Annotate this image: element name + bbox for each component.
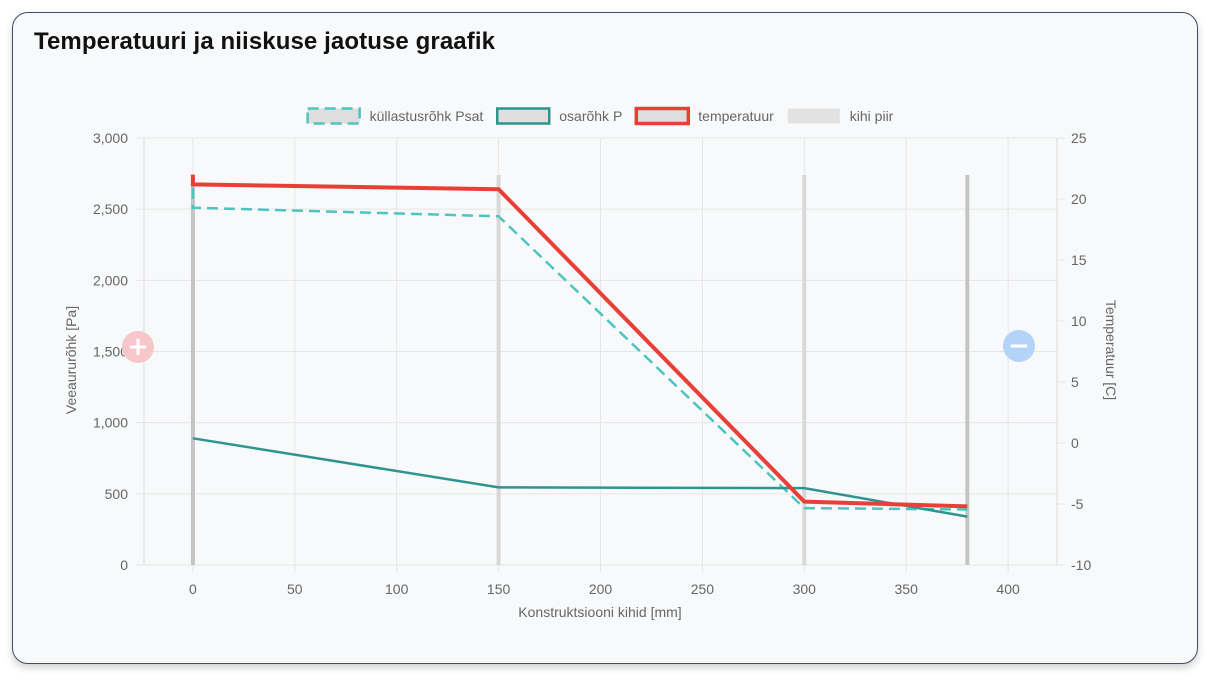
y2-tick-label: 5 — [1071, 374, 1079, 390]
y-axis-label-right: Temperatuur [C] — [1103, 300, 1119, 400]
y-axis-label-left: Veeaururõhk [Pa] — [63, 306, 79, 414]
legend-item[interactable]: kihi piir — [787, 108, 894, 124]
legend-swatch — [787, 108, 840, 124]
legend-swatch — [306, 107, 361, 125]
page-title: Temperatuuri ja niiskuse jaotuse graafik — [34, 28, 496, 55]
legend-item[interactable]: küllastusrõhk Psat — [306, 107, 484, 125]
plus-icon: + — [127, 332, 149, 362]
legend-swatch — [634, 106, 691, 126]
y-tick-label: 3,000 — [93, 130, 128, 146]
x-tick-label: 50 — [287, 581, 303, 597]
x-tick-label: 350 — [895, 581, 919, 597]
minus-icon: − — [1008, 331, 1030, 361]
legend-item[interactable]: temperatuur — [634, 106, 774, 126]
y2-tick-label: 15 — [1071, 252, 1087, 268]
zoom-in-button[interactable]: + — [122, 331, 154, 363]
x-tick-label: 300 — [793, 581, 817, 597]
chart-card — [12, 12, 1198, 664]
y2-tick-label: 25 — [1071, 130, 1087, 146]
y-tick-label: 1,500 — [93, 344, 128, 360]
x-tick-label: 150 — [487, 581, 511, 597]
y2-tick-label: 10 — [1071, 313, 1087, 329]
legend-item[interactable]: osarõhk P — [496, 107, 622, 125]
y-tick-label: 2,000 — [93, 272, 128, 288]
y2-tick-label: -10 — [1071, 557, 1091, 573]
series-line — [191, 187, 968, 511]
x-tick-label: 200 — [589, 581, 613, 597]
y-tick-label: 2,500 — [93, 201, 128, 217]
axes: 05001,0001,5002,0002,5003,000-10-5051015… — [93, 130, 1091, 597]
x-tick-label: 100 — [385, 581, 409, 597]
legend-swatch — [496, 107, 551, 125]
x-tick-label: 250 — [691, 581, 715, 597]
y2-tick-label: 0 — [1071, 435, 1079, 451]
layer-boundaries — [190, 175, 970, 565]
legend-label: temperatuur — [698, 108, 774, 124]
zoom-out-button[interactable]: − — [1003, 330, 1035, 362]
data-series — [190, 174, 968, 518]
legend-label: osarõhk P — [559, 108, 622, 124]
y2-tick-label: 20 — [1071, 191, 1087, 207]
x-tick-label: 0 — [189, 581, 197, 597]
chart-legend: küllastusrõhk Psat osarõhk P temperatuur ki… — [306, 106, 894, 126]
legend-label: kihi piir — [850, 108, 894, 124]
y2-tick-label: -5 — [1071, 496, 1084, 512]
grid-lines — [136, 137, 1065, 573]
x-tick-label: 400 — [996, 581, 1020, 597]
y-tick-label: 0 — [120, 557, 128, 573]
y-tick-label: 500 — [105, 486, 129, 502]
series-line — [190, 174, 968, 509]
x-axis-label: Konstruktsiooni kihid [mm] — [518, 604, 681, 620]
legend-label: küllastusrõhk Psat — [370, 108, 484, 124]
y-tick-label: 1,000 — [93, 415, 128, 431]
